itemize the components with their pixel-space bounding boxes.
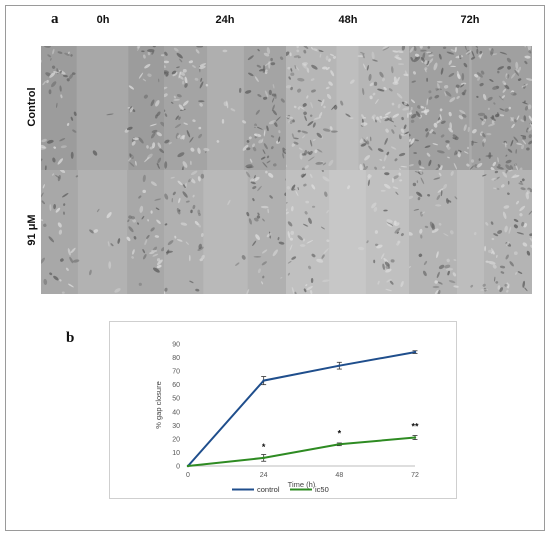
data-point-ic50: [338, 443, 341, 446]
data-point-control: [413, 350, 417, 354]
data-point-control: [262, 379, 265, 382]
micrograph-control-72h: [408, 46, 532, 170]
micrograph-91uM-24h: [163, 170, 287, 294]
y-tick-label: 40: [172, 409, 180, 416]
micrograph-control-48h: [286, 46, 409, 170]
y-tick-label: 0: [176, 464, 180, 471]
significance-marker: **: [411, 422, 419, 432]
y-tick-label: 90: [172, 342, 180, 349]
y-tick-label: 10: [172, 450, 180, 457]
x-tick-label: 0: [186, 472, 190, 479]
panel-a-label: a: [51, 11, 59, 27]
y-tick-label: 30: [172, 423, 180, 430]
data-point-ic50: [262, 456, 265, 460]
legend-label-ic50: ic50: [315, 485, 329, 494]
data-point-ic50: [186, 464, 190, 468]
micrograph-91uM-72h: [408, 170, 532, 294]
x-axis-title: Time (h): [288, 480, 316, 489]
legend-label-control: control: [257, 485, 280, 494]
x-tick-label: 48: [335, 472, 343, 479]
micrograph-control-0h: [41, 46, 164, 170]
significance-marker: *: [338, 428, 342, 438]
y-tick-label: 20: [172, 436, 180, 443]
gap-closure-chart: 0 10 20 30 40 50 60 70 80 90 0 24 48 72 % gap closure T…: [109, 321, 457, 499]
column-label-48h: 48h: [338, 14, 358, 26]
series-line-control: [187, 351, 416, 467]
column-label-0h: 0h: [96, 14, 110, 26]
data-point-ic50: [413, 436, 417, 439]
significance-marker: *: [262, 442, 266, 452]
y-tick-label: 70: [172, 369, 180, 376]
y-tick-label: 50: [172, 396, 180, 403]
y-axis-title: % gap closure: [154, 381, 163, 429]
x-tick-label: 72: [411, 472, 419, 479]
data-point-control: [338, 364, 341, 367]
series-line-ic50: [187, 436, 416, 467]
micrograph-control-24h: [163, 46, 287, 170]
micrograph-91uM-0h: [41, 170, 164, 294]
column-label-72h: 72h: [460, 14, 480, 26]
row-label-control: Control: [26, 87, 38, 127]
row-label-91uM: 91 μM: [26, 214, 38, 246]
panel-b-label: b: [66, 330, 75, 346]
micrograph-91uM-48h: [286, 170, 409, 294]
column-label-24h: 24h: [215, 14, 235, 26]
x-tick-label: 24: [260, 472, 268, 479]
y-tick-label: 60: [172, 382, 180, 389]
y-tick-label: 80: [172, 355, 180, 362]
chart-svg: 0 10 20 30 40 50 60 70 80 90 0 24 48 72 % gap closure T…: [154, 342, 419, 495]
